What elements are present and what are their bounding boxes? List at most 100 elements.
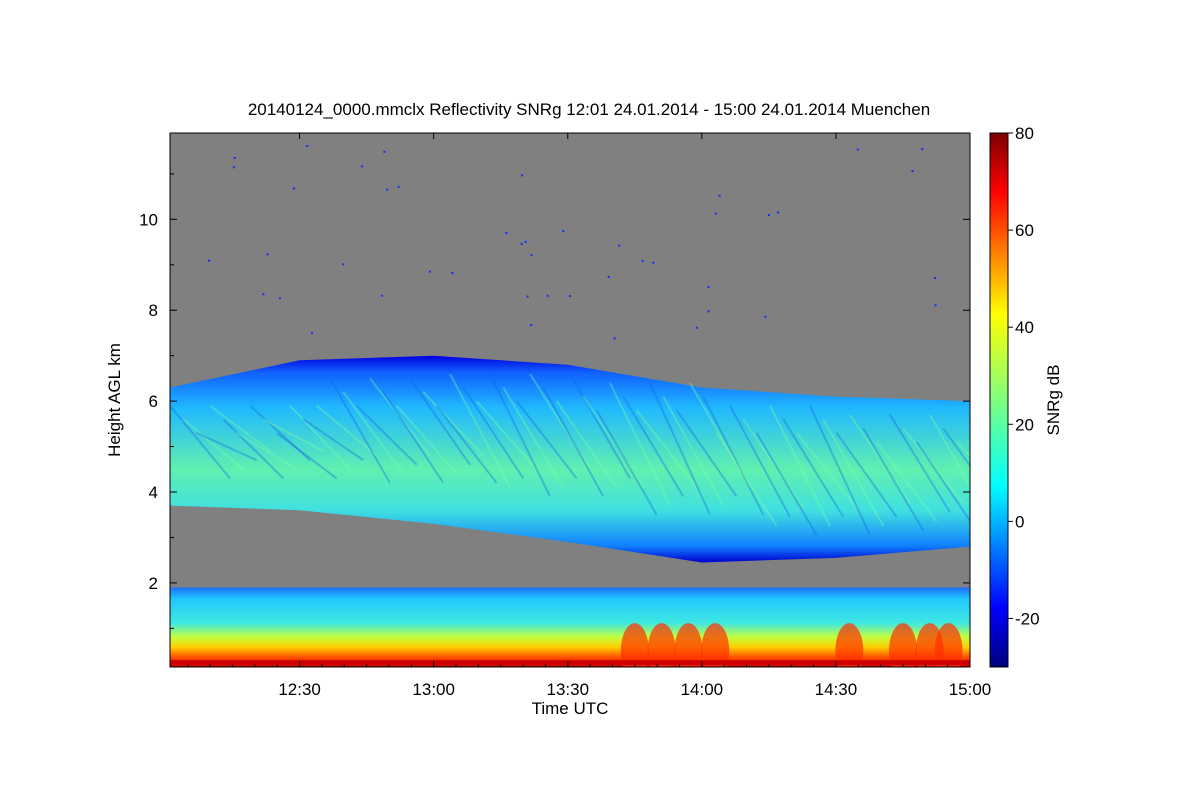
noise-speckle	[232, 166, 235, 169]
colorbar-tick-label: 40	[1015, 318, 1034, 337]
colorbar-tick-label: 0	[1015, 512, 1024, 531]
fall-streak	[276, 432, 338, 480]
noise-speckle	[505, 232, 508, 235]
fall-streak	[809, 405, 871, 536]
fall-streak	[929, 414, 970, 489]
noise-speckle	[360, 165, 363, 168]
x-tick-label: 15:00	[949, 680, 992, 699]
fall-streak	[236, 432, 298, 471]
fall-streak	[262, 418, 324, 453]
colorbar-label: SNRg dB	[1044, 365, 1063, 436]
noise-speckle	[266, 253, 269, 256]
y-tick-label: 4	[149, 483, 158, 502]
fall-streak	[649, 382, 711, 516]
fall-streak	[222, 418, 285, 480]
fall-streak	[395, 405, 458, 475]
colorbar-tick-label: 80	[1015, 124, 1034, 143]
convective-plume	[835, 623, 864, 667]
convective-plume	[620, 623, 649, 667]
noise-speckle	[652, 261, 655, 264]
x-tick-label: 14:30	[815, 680, 858, 699]
noise-speckle	[397, 185, 400, 188]
colorbar-tick-label: 20	[1015, 415, 1034, 434]
y-axis-label: Height AGL km	[105, 343, 124, 457]
noise-speckle	[386, 188, 389, 191]
convective-plume	[647, 623, 676, 667]
noise-speckle	[714, 212, 717, 215]
fall-streak	[875, 441, 938, 523]
surface-echo	[170, 660, 970, 665]
colorbar-ticks: -20 0 20 40 60 80	[1008, 124, 1040, 628]
convective-plume	[701, 623, 730, 667]
noise-speckle	[613, 337, 616, 340]
fall-streak	[555, 400, 618, 489]
fall-streak	[715, 432, 778, 527]
plot-area	[170, 133, 970, 667]
boundary-layer	[170, 587, 970, 667]
noise-speckle	[530, 324, 533, 327]
fall-streak	[209, 404, 271, 452]
fall-streak	[769, 405, 831, 527]
fall-streak	[782, 418, 845, 518]
noise-speckle	[856, 148, 859, 151]
y-tick-label: 6	[149, 392, 158, 411]
fall-streak	[609, 382, 671, 507]
fall-streak	[622, 396, 685, 498]
noise-speckle	[764, 315, 767, 318]
noise-speckle	[607, 275, 610, 278]
y-axis: 2 4 6 8 10	[139, 173, 970, 629]
noise-speckle	[381, 294, 384, 297]
noise-speckle	[546, 294, 549, 297]
fall-streak	[422, 391, 485, 457]
noise-speckle	[530, 254, 533, 257]
chart-title: 20140124_0000.mmclx Reflectivity SNRg 12…	[248, 100, 930, 119]
convective-plume	[888, 623, 917, 667]
noise-speckle	[524, 240, 527, 243]
convective-plume	[674, 623, 703, 667]
fall-streak	[902, 427, 965, 505]
noise-speckle	[292, 187, 295, 190]
noise-speckle	[934, 304, 937, 307]
fall-streak	[595, 409, 658, 516]
cloud-layer	[170, 355, 970, 563]
fall-streak	[795, 432, 858, 509]
fall-streak	[529, 373, 591, 470]
noise-speckle	[934, 277, 937, 280]
noise-speckle	[233, 156, 236, 159]
noise-speckle	[383, 150, 386, 153]
noise-speckle	[208, 259, 211, 262]
fall-streak	[569, 373, 631, 479]
fall-streak	[289, 404, 351, 470]
fall-streak	[889, 414, 951, 514]
cloud-region	[170, 355, 970, 563]
noise-speckle	[767, 214, 770, 217]
fall-streak	[582, 396, 645, 489]
fall-streak	[170, 405, 231, 480]
fall-streak	[755, 432, 818, 536]
fall-streak	[822, 418, 885, 527]
colorbar-tick-label: 60	[1015, 221, 1034, 240]
noise-speckle	[707, 310, 710, 313]
fall-streak	[729, 405, 791, 518]
fall-streak	[489, 373, 551, 498]
fall-streak	[355, 404, 418, 466]
fall-streak	[409, 377, 471, 466]
noise-speckle	[707, 285, 710, 288]
noise-speckle	[568, 295, 571, 298]
noise-speckle	[262, 293, 265, 296]
fall-streak	[689, 382, 751, 488]
noise-speckle	[562, 229, 565, 232]
x-tick-label: 14:00	[681, 680, 724, 699]
noise-speckle	[278, 297, 281, 300]
fall-streak	[662, 396, 725, 507]
convective-plume	[934, 623, 963, 667]
fall-streak	[449, 373, 511, 488]
noise-speckle	[695, 326, 698, 329]
noise-speckle	[921, 148, 924, 151]
y-tick-label: 8	[149, 301, 158, 320]
fall-streak	[382, 391, 445, 484]
noise-speckle	[306, 144, 309, 147]
fall-streak	[862, 427, 925, 532]
noise-speckle	[451, 272, 454, 275]
fall-streak	[502, 386, 565, 488]
